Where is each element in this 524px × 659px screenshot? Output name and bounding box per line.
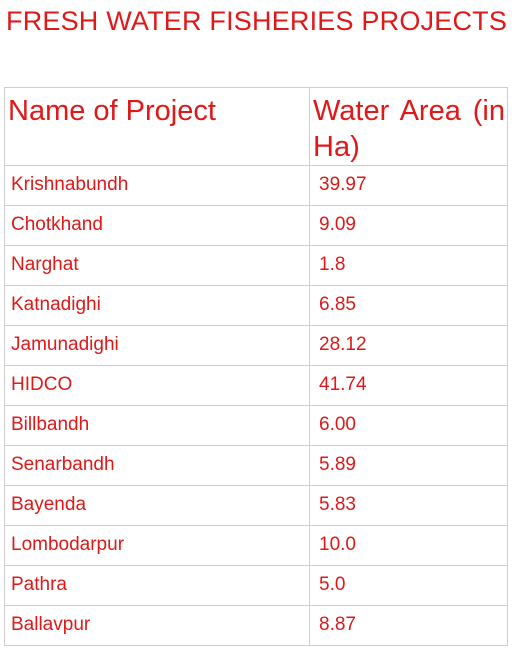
project-name-text: Billbandh <box>11 414 90 435</box>
table-row: Senarbandh 5.89 <box>4 445 508 486</box>
header-water-area-label: Water Area (in Ha) <box>313 95 505 163</box>
water-area-value: 9.09 <box>319 214 356 235</box>
page-title: FRESH WATER FISHERIES PROJECTS <box>6 6 508 36</box>
table-row: Krishnabundh 39.97 <box>4 165 508 206</box>
table-row: HIDCO 41.74 <box>4 365 508 406</box>
water-area-value: 5.83 <box>319 494 356 515</box>
project-name-text: Jamunadighi <box>11 334 119 355</box>
water-area-value: 41.74 <box>319 374 367 395</box>
table-row: Ballavpur 8.87 <box>4 605 508 646</box>
water-area-value: 5.0 <box>319 574 346 595</box>
water-area-cell: 10.0 <box>309 525 508 566</box>
water-area-cell: 5.89 <box>309 445 508 486</box>
project-name-cell: Pathra <box>4 565 310 606</box>
water-area-value: 8.87 <box>319 614 356 635</box>
table-row: Katnadighi 6.85 <box>4 285 508 326</box>
water-area-cell: 5.83 <box>309 485 508 526</box>
water-area-value: 28.12 <box>319 334 367 355</box>
water-area-cell: 8.87 <box>309 605 508 646</box>
table-row: Pathra 5.0 <box>4 565 508 606</box>
project-name-cell: Chotkhand <box>4 205 310 246</box>
project-name-text: Bayenda <box>11 494 87 515</box>
project-name-cell: Narghat <box>4 245 310 286</box>
project-name-text: Katnadighi <box>11 294 101 315</box>
project-name-text: Krishnabundh <box>11 174 129 195</box>
water-area-value: 1.8 <box>319 254 346 275</box>
table-row: Billbandh 6.00 <box>4 405 508 446</box>
table-row: Narghat 1.8 <box>4 245 508 286</box>
water-area-value: 6.00 <box>319 414 356 435</box>
water-area-cell: 28.12 <box>309 325 508 366</box>
project-name-text: HIDCO <box>11 374 73 395</box>
project-name-cell: Bayenda <box>4 485 310 526</box>
water-area-cell: 39.97 <box>309 165 508 206</box>
header-project-name: Name of Project <box>4 87 310 166</box>
header-project-name-label: Name of Project <box>8 95 216 127</box>
project-name-text: Senarbandh <box>11 454 115 475</box>
water-area-value: 5.89 <box>319 454 356 475</box>
water-area-cell: 6.85 <box>309 285 508 326</box>
water-area-cell: 41.74 <box>309 365 508 406</box>
water-area-value: 6.85 <box>319 294 356 315</box>
fisheries-table: Name of Project Water Area (in Ha) Krish… <box>4 87 508 646</box>
project-name-cell: Katnadighi <box>4 285 310 326</box>
header-water-area: Water Area (in Ha) <box>309 87 508 166</box>
project-name-text: Narghat <box>11 254 79 275</box>
project-name-text: Pathra <box>11 574 67 595</box>
water-area-value: 39.97 <box>319 174 367 195</box>
water-area-cell: 9.09 <box>309 205 508 246</box>
water-area-cell: 6.00 <box>309 405 508 446</box>
water-area-cell: 5.0 <box>309 565 508 606</box>
project-name-cell: Jamunadighi <box>4 325 310 366</box>
project-name-cell: Ballavpur <box>4 605 310 646</box>
project-name-text: Ballavpur <box>11 614 91 635</box>
project-name-text: Lombodarpur <box>11 534 125 555</box>
project-name-cell: Senarbandh <box>4 445 310 486</box>
table-row: Lombodarpur 10.0 <box>4 525 508 566</box>
table-row: Bayenda 5.83 <box>4 485 508 526</box>
table-header-row: Name of Project Water Area (in Ha) <box>4 87 508 166</box>
water-area-cell: 1.8 <box>309 245 508 286</box>
water-area-value: 10.0 <box>319 534 356 555</box>
project-name-cell: Lombodarpur <box>4 525 310 566</box>
project-name-cell: Billbandh <box>4 405 310 446</box>
table-row: Jamunadighi 28.12 <box>4 325 508 366</box>
project-name-text: Chotkhand <box>11 214 103 235</box>
table-row: Chotkhand 9.09 <box>4 205 508 246</box>
project-name-cell: HIDCO <box>4 365 310 406</box>
project-name-cell: Krishnabundh <box>4 165 310 206</box>
